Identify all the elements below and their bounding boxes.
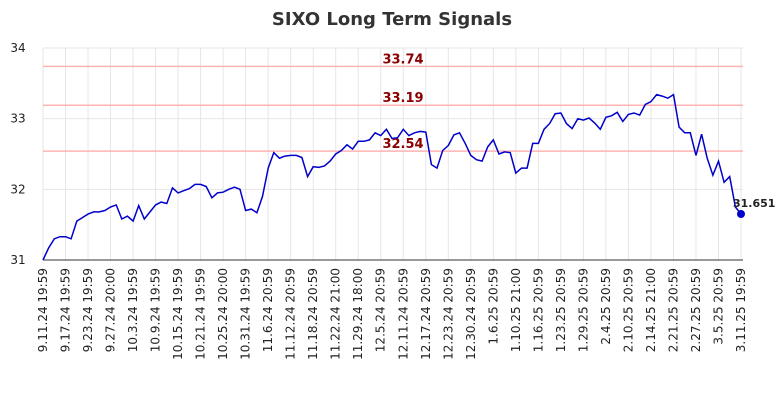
y-tick-label: 32 (10, 182, 25, 196)
x-tick-label: 1.10.25 21:00 (509, 268, 523, 352)
y-tick-label: 31 (10, 253, 25, 267)
x-tick-label: 10.25.24 20:00 (216, 268, 230, 360)
x-tick-label: 1.6.25 20:59 (486, 268, 500, 345)
y-tick-label: 34 (10, 41, 25, 55)
x-tick-label: 2.21.25 20:59 (666, 268, 680, 352)
x-tick-label: 11.18.24 20:59 (306, 268, 320, 360)
x-tick-label: 1.16.25 20:59 (531, 268, 545, 352)
x-tick-label: 1.29.25 20:59 (576, 268, 590, 352)
chart-title: SIXO Long Term Signals (272, 9, 512, 30)
x-tick-label: 3.11.25 19:59 (734, 268, 748, 352)
x-tick-label: 2.14.25 21:00 (644, 268, 658, 352)
x-tick-label: 11.29.24 18:00 (351, 268, 365, 360)
x-tick-label: 1.23.25 20:59 (554, 268, 568, 352)
x-tick-label: 10.31.24 19:59 (239, 268, 253, 360)
x-tick-label: 9.27.24 20:00 (104, 268, 118, 352)
x-tick-label: 12.5.24 20:59 (374, 268, 388, 352)
x-tick-label: 10.3.24 19:59 (126, 268, 140, 352)
x-tick-label: 9.11.24 19:59 (36, 268, 50, 352)
x-tick-label: 2.27.25 20:59 (689, 268, 703, 352)
last-point (737, 209, 745, 218)
x-tick-label: 12.30.24 20:59 (464, 268, 478, 360)
x-tick-label: 12.11.24 20:59 (396, 268, 410, 360)
x-tick-label: 3.5.25 20:59 (711, 268, 725, 345)
x-tick-label: 9.23.24 19:59 (81, 268, 95, 352)
x-tick-label: 11.22.24 21:00 (329, 268, 343, 360)
x-tick-label: 2.10.25 20:59 (621, 268, 635, 352)
reference-label: 32.54 (382, 137, 423, 152)
x-tick-label: 11.12.24 20:59 (284, 268, 298, 360)
reference-label: 33.74 (382, 52, 423, 67)
x-tick-label: 10.21.24 19:59 (194, 268, 208, 360)
price-line (42, 93, 742, 261)
x-tick-label: 11.6.24 20:59 (261, 268, 275, 352)
x-tick-label: 2.4.25 20:59 (599, 268, 613, 345)
reference-label: 33.19 (382, 91, 423, 106)
x-tick-label: 10.9.24 19:59 (149, 268, 163, 352)
x-tick-label: 12.17.24 20:59 (419, 268, 433, 360)
y-tick-label: 33 (10, 112, 25, 126)
last-value-label: 31.651 (733, 197, 775, 210)
x-tick-label: 12.23.24 20:59 (441, 268, 455, 360)
x-tick-label: 10.15.24 19:59 (171, 268, 185, 360)
x-tick-label: 9.17.24 19:59 (59, 268, 73, 352)
